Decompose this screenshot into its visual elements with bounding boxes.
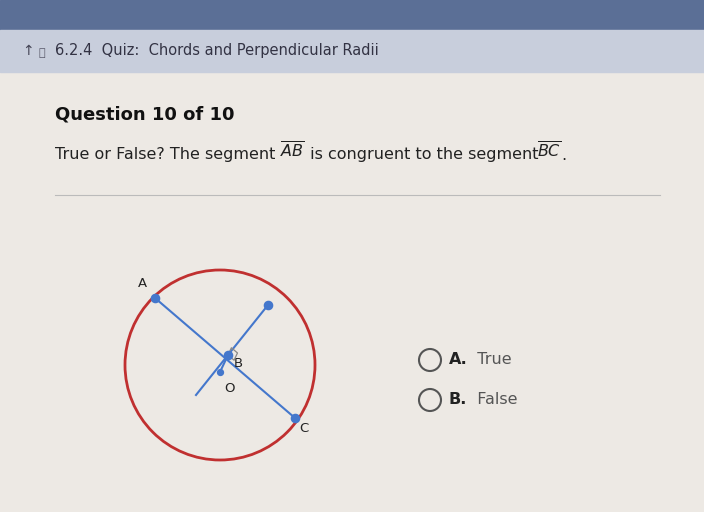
Text: $\overline{AB}$: $\overline{AB}$: [280, 141, 305, 161]
Point: [289, 414, 301, 422]
Point: [222, 351, 234, 359]
Bar: [0, 0, 704, 30]
Text: True or False? The segment: True or False? The segment: [55, 147, 280, 162]
Text: B: B: [234, 357, 243, 370]
Text: 6.2.4  Quiz:  Chords and Perpendicular Radii: 6.2.4 Quiz: Chords and Perpendicular Rad…: [55, 44, 379, 58]
Text: False: False: [467, 393, 517, 408]
Point: [263, 301, 274, 309]
Text: C: C: [299, 422, 308, 435]
Text: ⮠: ⮠: [39, 48, 45, 58]
Text: B.: B.: [449, 393, 467, 408]
Text: ↑: ↑: [23, 44, 34, 58]
Bar: [0, 30, 704, 72]
Bar: [0, 72, 704, 512]
Text: Question 10 of 10: Question 10 of 10: [55, 106, 234, 124]
Text: .: .: [561, 147, 566, 162]
Text: A.: A.: [449, 352, 467, 368]
Text: True: True: [467, 352, 512, 368]
Point: [149, 294, 161, 302]
Text: is congruent to the segment: is congruent to the segment: [305, 147, 543, 162]
Text: A: A: [138, 277, 147, 290]
Text: $\overline{BC}$: $\overline{BC}$: [537, 141, 561, 161]
Point: [214, 368, 225, 376]
Text: O: O: [224, 382, 234, 395]
